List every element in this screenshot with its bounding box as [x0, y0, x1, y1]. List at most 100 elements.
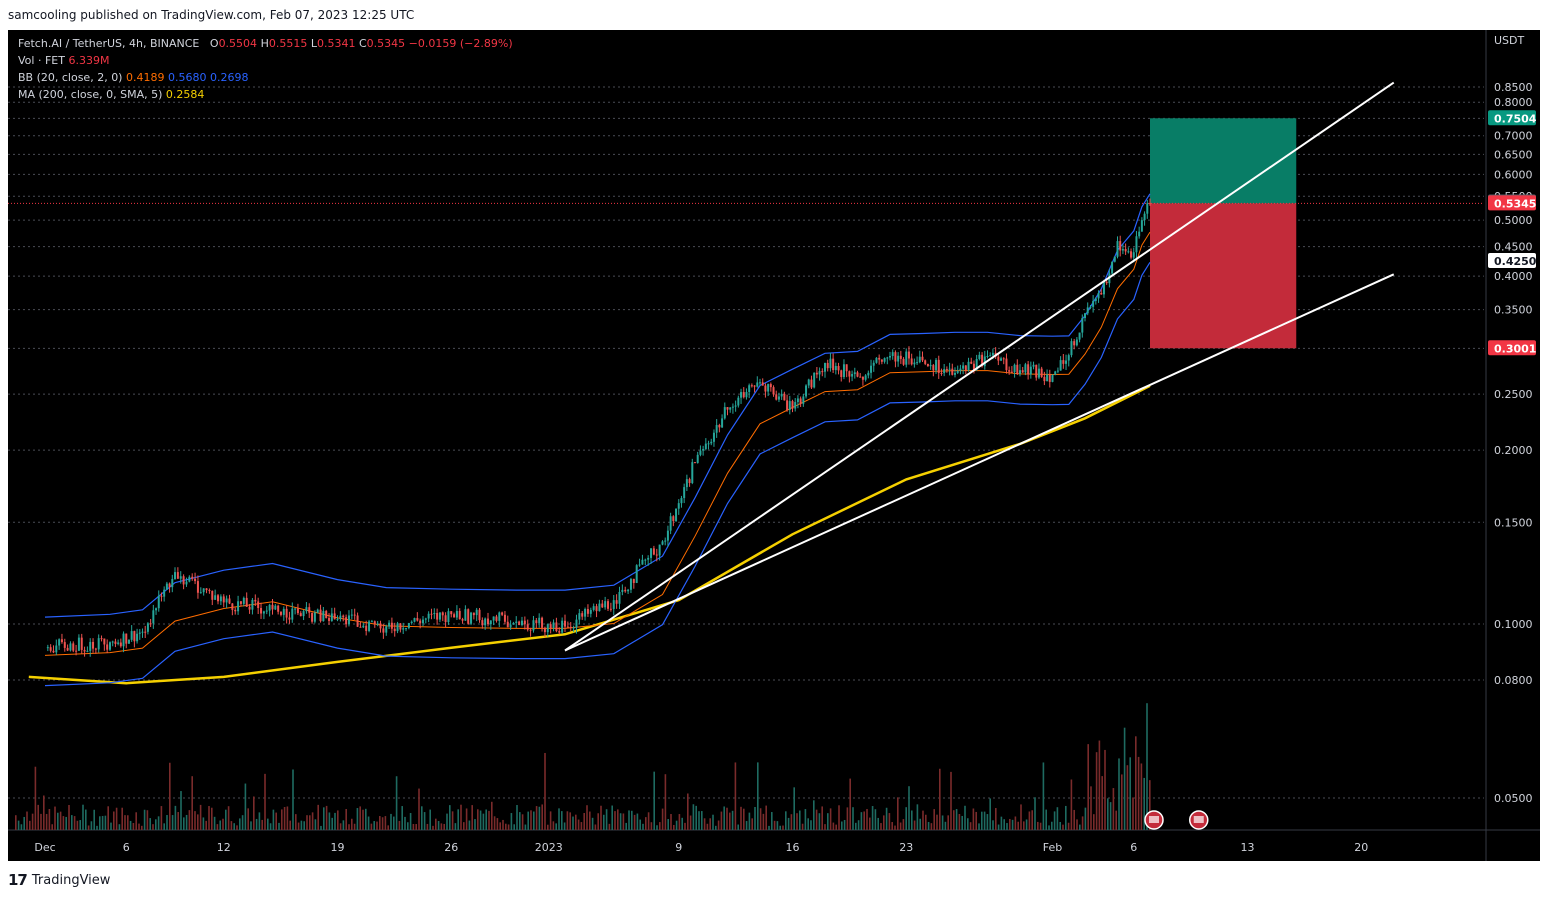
volume-bar	[1135, 736, 1137, 830]
volume-bar	[303, 821, 305, 830]
volume-bar	[799, 810, 801, 830]
tradingview-logo-icon[interactable]: 17	[8, 871, 28, 889]
candle-body	[818, 371, 821, 375]
candle-body	[1035, 364, 1038, 378]
candle-body	[390, 622, 393, 629]
candle-body	[271, 604, 274, 610]
candle-body	[484, 618, 487, 626]
volume-bar	[57, 812, 59, 830]
volume-bar	[818, 813, 821, 830]
legend-bb-upper: 0.5680	[167, 71, 207, 84]
volume-bar	[936, 814, 938, 830]
candle-body	[125, 633, 128, 644]
volume-bar	[701, 811, 703, 830]
volume-bar	[272, 809, 275, 830]
volume-bar	[437, 821, 440, 830]
candle-body	[325, 611, 328, 619]
volume-bar	[715, 825, 717, 830]
volume-bar	[339, 823, 342, 830]
volume-bar	[729, 812, 731, 830]
volume-bar	[1006, 823, 1008, 830]
volume-bar	[208, 806, 210, 830]
candle-body	[211, 590, 214, 600]
candle-body	[878, 357, 881, 360]
volume-bar	[71, 815, 73, 830]
volume-bar	[1042, 762, 1045, 830]
volume-bar	[488, 810, 490, 830]
volume-bar	[323, 807, 325, 830]
legend-c-label: C	[358, 37, 367, 50]
legend-symbol[interactable]: Fetch.AI / TetherUS, 4h, BINANCE	[18, 37, 200, 50]
brand-name[interactable]: TradingView	[31, 872, 111, 888]
target-zone	[1150, 118, 1297, 204]
volume-bar	[992, 820, 994, 830]
candle-body	[302, 611, 305, 617]
volume-bar	[275, 812, 277, 830]
volume-bar	[115, 807, 118, 830]
volume-bar	[614, 811, 616, 830]
volume-bar	[751, 818, 753, 830]
candle-body	[1094, 298, 1097, 301]
volume-bar	[493, 816, 496, 830]
volume-bar	[779, 825, 781, 830]
candle-body	[566, 626, 569, 628]
volume-bar	[491, 801, 493, 830]
candle-body	[541, 617, 544, 628]
volume-bar	[566, 811, 569, 830]
volume-bar	[603, 814, 605, 830]
volume-bar	[118, 824, 121, 830]
volume-bar	[1093, 814, 1095, 830]
candle-body	[1029, 366, 1032, 375]
candle-body	[932, 365, 935, 371]
volume-bar	[1034, 797, 1036, 830]
candle-body	[179, 576, 182, 579]
volume-bar	[107, 806, 109, 830]
volume-bar	[292, 769, 294, 830]
candle-body	[1086, 307, 1089, 314]
volume-bar	[465, 808, 468, 830]
candle-body	[86, 650, 89, 652]
volume-bar	[160, 806, 163, 830]
candle-body	[535, 620, 538, 624]
candle-body	[231, 603, 234, 610]
candle-body	[964, 365, 967, 371]
candle-body	[421, 619, 424, 624]
volume-bar	[443, 823, 445, 830]
candle-body	[609, 608, 612, 610]
volume-bar	[829, 808, 832, 830]
volume-bar	[1009, 818, 1011, 830]
legend-ma-label[interactable]: MA (200, close, 0, SMA, 5)	[18, 88, 163, 101]
candle-body	[1024, 364, 1027, 373]
volume-bar	[197, 814, 199, 830]
volume-bar	[127, 815, 129, 830]
legend-vol-label[interactable]: Vol · FET	[18, 54, 65, 67]
chart-canvas[interactable]: USDT0.85000.80000.75000.70000.65000.6000…	[8, 30, 1540, 861]
candle-body	[829, 358, 832, 369]
candle-body	[196, 581, 199, 593]
candle-body	[1037, 368, 1040, 378]
volume-bar	[479, 810, 482, 830]
y-tick-label: 0.8000	[1494, 96, 1533, 109]
volume-bar	[356, 808, 359, 830]
candle-body	[316, 609, 319, 613]
volume-bar	[432, 825, 434, 830]
candle-body	[501, 612, 504, 615]
candle-body	[419, 620, 422, 624]
volume-bar	[199, 804, 202, 830]
volume-bar	[860, 812, 863, 830]
volume-bar	[353, 823, 356, 830]
chart-frame[interactable]: USDT0.85000.80000.75000.70000.65000.6000…	[8, 30, 1540, 861]
candle-body	[1121, 248, 1124, 251]
candle-body	[1013, 364, 1016, 373]
candle-body	[322, 611, 325, 622]
candle-body	[296, 608, 299, 614]
volume-bar	[745, 821, 748, 830]
candle-body	[685, 479, 688, 488]
volume-bar	[289, 820, 291, 830]
legend-bb-label[interactable]: BB (20, close, 2, 0)	[18, 71, 123, 84]
volume-bar	[899, 822, 902, 830]
candle-body	[268, 604, 271, 611]
volume-bar	[1101, 776, 1103, 830]
candle-body	[615, 600, 618, 604]
volume-bar	[793, 787, 795, 830]
